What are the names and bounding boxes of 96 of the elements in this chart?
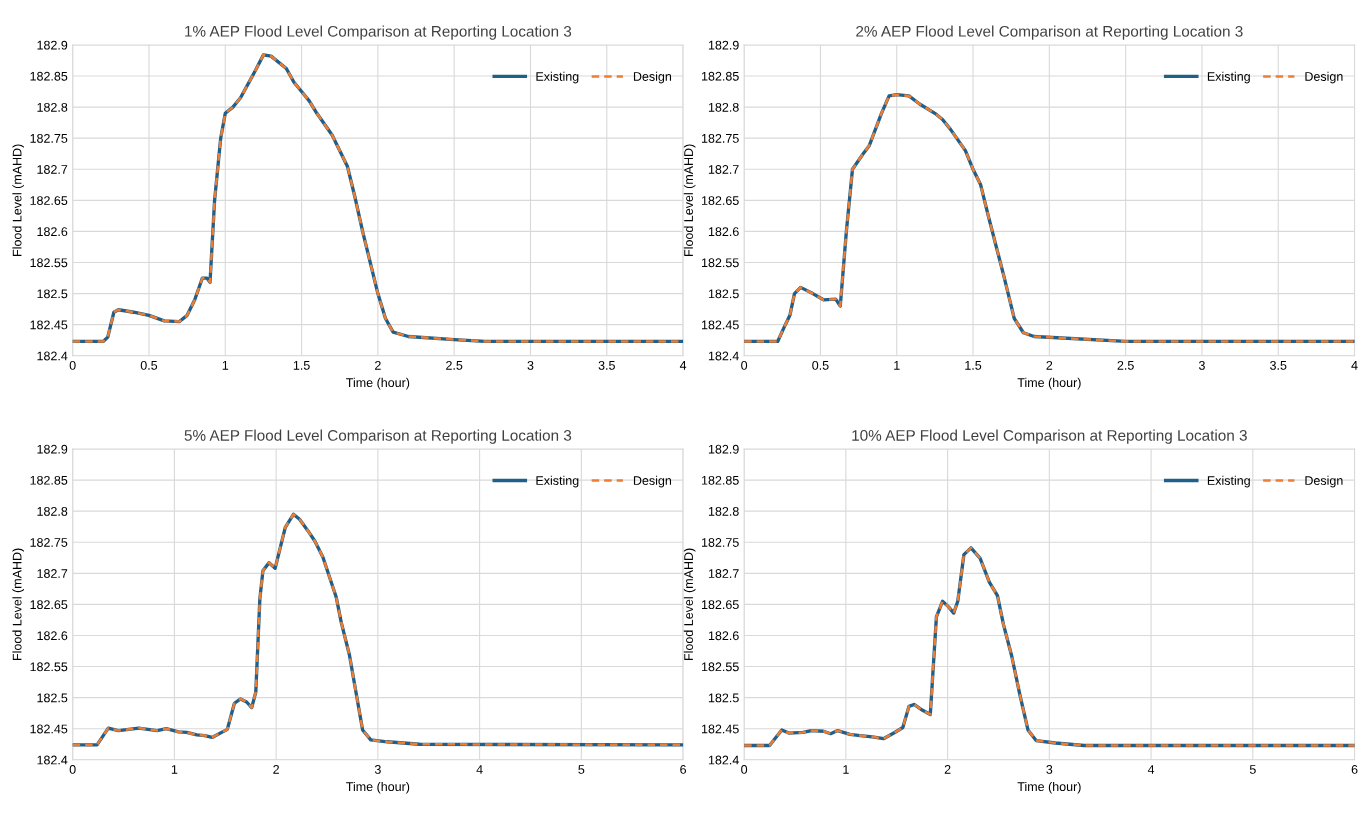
y-tick-label: 182.5 [708,693,739,703]
x-tick-label: 0.5 [812,360,829,370]
x-tick-label: 6 [680,765,687,774]
y-tick-label: 182.8 [37,506,68,516]
legend-label: Existing [1207,475,1250,488]
chart-title: 1% AEP Flood Level Comparison at Reporting Location 3 [185,25,572,40]
y-tick-label: 182.8 [37,102,68,112]
x-tick-label: 1 [171,765,178,774]
x-axis-title: Time (hour) [1017,377,1081,390]
x-tick-label: 3 [1046,765,1053,774]
legend-label: Existing [536,475,579,488]
y-tick-label: 182.75 [30,133,68,143]
chart-title: 2% AEP Flood Level Comparison at Reporting Location 3 [856,25,1243,40]
y-axis-title: Flood Level (mAHD) [683,144,696,256]
y-tick-label: 182.65 [30,600,68,610]
y-tick-label: 182.5 [37,693,68,703]
y-tick-label: 182.6 [708,631,739,641]
legend-label: Design [633,475,672,488]
y-tick-label: 182.9 [37,40,68,50]
x-tick-label: 2 [375,360,381,370]
y-tick-label: 182.75 [701,133,739,143]
y-tick-label: 182.4 [37,351,68,361]
x-tick-label: 3.5 [598,360,615,370]
x-tick-label: 2.5 [1117,360,1134,370]
y-tick-label: 182.45 [30,724,68,734]
x-tick-label: 3 [374,765,381,774]
legend-label: Design [1305,71,1343,84]
y-tick-label: 182.55 [701,662,739,672]
y-tick-label: 182.65 [701,600,739,610]
y-tick-label: 182.7 [708,165,739,174]
x-tick-label: 1 [894,361,900,370]
x-tick-label: 2 [1046,360,1053,370]
x-tick-label: 5 [578,765,585,774]
legend-label: Design [1305,475,1343,488]
y-tick-label: 182.9 [708,444,739,454]
x-tick-label: 4 [476,765,483,774]
x-tick-label: 5 [1249,765,1256,774]
x-tick-label: 6 [1351,765,1358,774]
x-tick-label: 4 [679,361,687,370]
y-tick-label: 182.5 [708,289,739,299]
y-tick-label: 182.6 [708,227,739,237]
x-tick-label: 0 [69,765,76,774]
y-tick-label: 182.85 [30,71,68,81]
y-tick-label: 182.4 [708,351,739,361]
y-tick-label: 182.9 [708,40,739,50]
chart-title: 5% AEP Flood Level Comparison at Reporting Location 3 [184,429,572,444]
chart-title: 10% AEP Flood Level Comparison at Reporting Location 3 [852,429,1247,444]
x-tick-label: 0 [69,360,76,370]
y-tick-label: 182.75 [701,538,739,547]
y-tick-label: 182.45 [30,320,68,330]
y-tick-label: 182.85 [30,475,68,485]
y-tick-label: 182.5 [37,289,68,299]
x-tick-label: 0 [741,360,748,370]
y-tick-label: 182.4 [708,755,739,765]
y-tick-label: 182.8 [708,102,739,112]
y-axis-title: Flood Level (mAHD) [12,548,25,660]
y-tick-label: 182.65 [701,196,739,205]
y-tick-label: 182.6 [37,227,68,237]
y-tick-label: 182.75 [30,538,68,547]
legend-label: Design [633,71,672,84]
y-tick-label: 182.45 [701,320,739,330]
x-tick-label: 1.5 [965,361,982,370]
x-axis-title: Time (hour) [1017,781,1081,794]
y-axis-title: Flood Level (mAHD) [12,144,25,256]
y-tick-label: 182.7 [37,569,68,578]
x-tick-label: 2.5 [446,360,463,370]
y-tick-label: 182.55 [701,258,739,268]
x-tick-label: 0.5 [140,360,158,370]
x-tick-label: 3 [1198,360,1205,370]
x-axis-title: Time (hour) [346,377,410,390]
x-tick-label: 3.5 [1270,360,1287,370]
legend-label: Existing [536,71,579,84]
x-tick-label: 1 [222,361,229,370]
y-tick-label: 182.7 [37,165,68,174]
y-tick-label: 182.4 [37,755,68,765]
y-tick-label: 182.6 [37,631,68,641]
x-tick-label: 4 [1147,765,1155,774]
y-axis-title: Flood Level (mAHD) [683,548,696,660]
legend-label: Existing [1207,71,1250,84]
x-axis-title: Time (hour) [346,781,410,794]
y-tick-label: 182.9 [37,444,68,454]
x-tick-label: 4 [1351,361,1358,370]
y-tick-label: 182.8 [708,506,739,516]
x-tick-label: 3 [527,360,534,370]
x-tick-label: 1 [843,765,849,774]
x-tick-label: 1.5 [293,361,310,370]
y-tick-label: 182.45 [701,724,739,734]
y-tick-label: 182.7 [708,569,739,578]
x-tick-label: 2 [944,765,951,774]
y-tick-label: 182.65 [30,196,68,205]
x-tick-label: 2 [273,765,279,774]
y-tick-label: 182.85 [701,475,739,485]
x-tick-label: 0 [741,765,748,774]
y-tick-label: 182.55 [30,258,68,268]
y-tick-label: 182.55 [30,662,68,672]
y-tick-label: 182.85 [701,71,739,81]
